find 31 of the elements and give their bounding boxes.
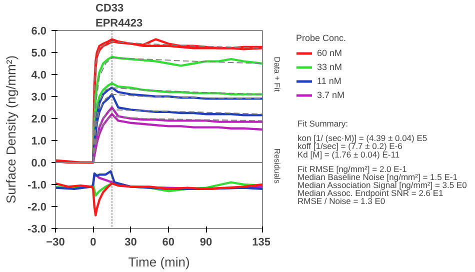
x-axis-title: Time (min) (128, 254, 190, 270)
x-tick-label: 90 (200, 236, 212, 248)
y-tick-label: -3.0 (28, 224, 47, 236)
x-tick-label: −30 (46, 236, 65, 248)
x-tick-label: 30 (124, 236, 137, 248)
legend-title: Probe Conc. (296, 33, 346, 43)
y-tick-label: 3.0 (31, 92, 47, 104)
legend-label: 33 nM (317, 62, 342, 72)
y-tick-label: 5.0 (31, 48, 47, 60)
text: Fit RMSE [ng/mm²] = 2.0 E-1 (298, 164, 408, 174)
x-tick-label: 0 (90, 236, 96, 248)
chart-title: CD33 (96, 2, 124, 14)
text: koff [1/sec] = (7.7 ± 0.2) E-6 (298, 141, 403, 152)
text: Residuals (272, 148, 282, 184)
text: kon [1/ (sec·M)] = (4.39 ± 0.04) E5 (298, 133, 428, 144)
y-tick-label: 4.0 (31, 70, 47, 82)
y-tick-label: 0.0 (31, 158, 47, 170)
x-tick-label: 60 (162, 236, 175, 248)
legend-label: 11 nM (317, 76, 342, 86)
legend-label: 3.7 nM (317, 90, 345, 100)
y-axis-title: Surface Density (ng/mm²) (4, 55, 19, 204)
chart-subtitle: EPR4423 (96, 18, 143, 30)
y-tick-label: -2.0 (28, 202, 47, 214)
legend-label: 60 nM (317, 48, 342, 58)
x-tick-label: 135 (252, 236, 271, 248)
y-tick-label: 2.0 (31, 114, 47, 126)
text: Data + Fit (272, 56, 282, 92)
y-tick-label: 1.0 (31, 136, 47, 148)
y-tick-label: 6.0 (31, 26, 47, 38)
text: Fit Summary: (298, 118, 348, 129)
y-tick-label: -1.0 (28, 180, 47, 192)
